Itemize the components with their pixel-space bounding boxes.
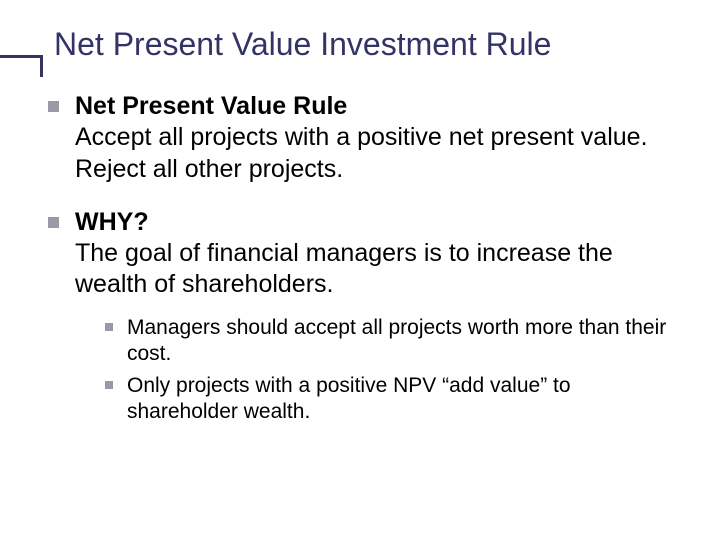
bullet-icon	[48, 217, 59, 228]
slide: Net Present Value Investment Rule Net Pr…	[0, 0, 720, 540]
bullet-content: Net Present Value Rule Accept all projec…	[75, 91, 680, 185]
bullet-heading: WHY?	[75, 207, 680, 238]
bullet-item: WHY? The goal of financial managers is t…	[48, 207, 680, 432]
bullet-body: The goal of financial managers is to inc…	[75, 238, 680, 301]
bullet-item: Net Present Value Rule Accept all projec…	[48, 91, 680, 185]
sub-body: Only projects with a positive NPV “add v…	[127, 373, 680, 426]
bullet-icon	[48, 101, 59, 112]
sub-item: Managers should accept all projects wort…	[105, 315, 680, 368]
bullet-body: Accept all projects with a positive net …	[75, 122, 680, 185]
bullet-heading: Net Present Value Rule	[75, 91, 680, 122]
bullet-icon	[105, 381, 113, 389]
sub-list: Managers should accept all projects wort…	[75, 315, 680, 426]
bullet-content: WHY? The goal of financial managers is t…	[75, 207, 680, 432]
sub-item: Only projects with a positive NPV “add v…	[105, 373, 680, 426]
content-area: Net Present Value Rule Accept all projec…	[40, 91, 680, 432]
bullet-icon	[105, 323, 113, 331]
sub-body: Managers should accept all projects wort…	[127, 315, 680, 368]
slide-title: Net Present Value Investment Rule	[40, 20, 680, 63]
